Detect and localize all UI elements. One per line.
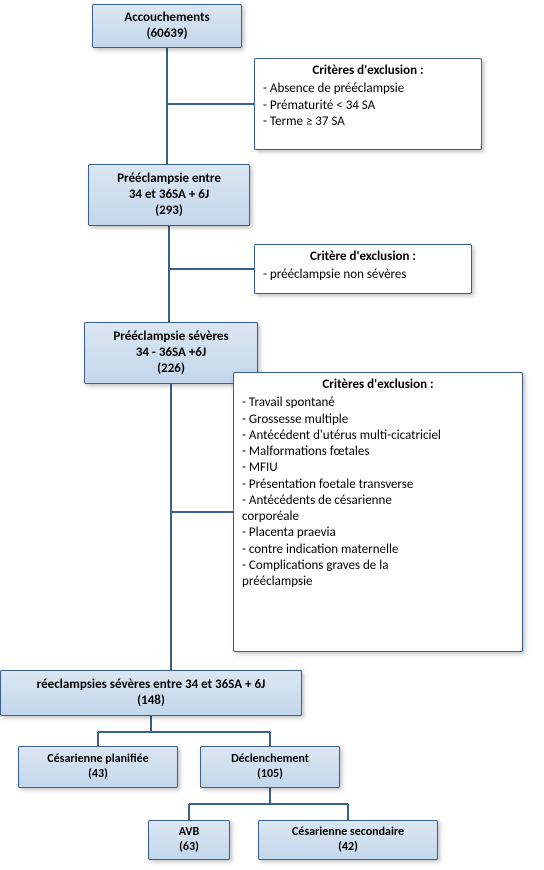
node-line: (148) [137,693,165,709]
node-pe-34-36: Prééclampsie entre 34 et 36SA + 6J (293) [88,164,250,226]
exclusion-line: - Terme ≥ 37 SA [263,114,473,130]
node-line: (226) [157,361,185,377]
node-line: Prééclampsie entre [117,171,221,187]
exclusion-line: - Placenta praevia [242,525,514,541]
exclusion-line: - Complications graves de la [242,558,514,574]
node-line: Césarienne secondaire [292,825,404,840]
node-avb: AVB (63) [148,820,230,860]
node-line: (42) [338,840,358,855]
exclusion-line: - Travail spontané [242,395,514,411]
node-line: réeclampsies sévères entre 34 et 36SA + … [37,677,266,693]
node-line: (105) [257,767,283,782]
exclusion-box-3: Critères d'exclusion : - Travail spontan… [233,372,523,652]
exclusion-line: - Grossesse multiple [242,412,514,428]
exclusion-line: - Prématurité < 34 SA [263,98,473,114]
exclusion-line: - Présentation foetale transverse [242,477,514,493]
exclusion-line: - Malformations fœtales [242,444,514,460]
exclusion-box-2: Critère d'exclusion : - prééclampsie non… [254,244,472,294]
exclusion-box-1: Critères d'exclusion : - Absence de préé… [254,58,482,150]
node-line: 34 et 36SA + 6J [129,187,209,203]
node-line: 34 - 36SA +6J [136,345,206,361]
exclusion-title: Critères d'exclusion : [242,377,514,393]
exclusion-line: - Absence de prééclampsie [263,81,473,97]
exclusion-line: corporéale [242,509,514,525]
node-line: Prééclampsie sévères [113,329,228,345]
node-line: (293) [155,203,183,219]
node-line: (63) [179,840,199,855]
exclusion-line: - contre indication maternelle [242,542,514,558]
node-line: Césarienne planifiée [47,752,148,767]
exclusion-line: - Antécédents de césarienne [242,493,514,509]
node-pe-sev-148: réeclampsies sévères entre 34 et 36SA + … [0,670,302,716]
node-line: (43) [88,767,108,782]
exclusion-title: Critère d'exclusion : [263,249,463,265]
node-pe-severe: Prééclampsie sévères 34 - 36SA +6J (226) [84,322,258,384]
exclusion-line: prééclampsie [242,574,514,590]
node-ces-plan: Césarienne planifiée (43) [18,746,178,788]
exclusion-line: - MFIU [242,460,514,476]
node-line: Déclenchement [231,752,309,767]
node-line: (60639) [146,26,187,42]
exclusion-line: - prééclampsie non sévères [263,267,463,283]
node-ces-sec: Césarienne secondaire (42) [258,820,438,860]
node-line: AVB [179,825,199,840]
node-decl: Déclenchement (105) [200,746,340,788]
exclusion-line: - Antécédent d'utérus multi-cicatriciel [242,428,514,444]
exclusion-title: Critères d'exclusion : [263,63,473,79]
node-line: Accouchements [124,10,209,26]
node-accouchements: Accouchements (60639) [92,4,242,48]
